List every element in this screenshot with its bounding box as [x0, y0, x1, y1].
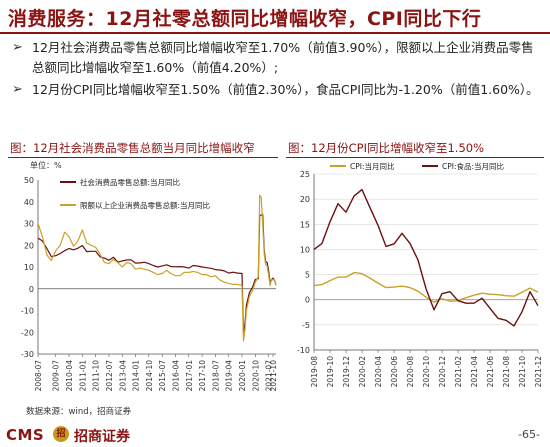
x-tick-label: 2008-07 [34, 360, 43, 392]
right-chart-title: 图：12月份CPI同比增幅收窄至1.50% [288, 141, 485, 155]
x-tick-label: 2021-10 [269, 360, 278, 392]
y-tick-label: 20 [300, 195, 310, 204]
x-tick-label: 2018-07 [211, 360, 220, 392]
page-number: -65- [518, 428, 540, 441]
x-tick-label: 2020-02 [358, 356, 367, 388]
x-tick-label: 2015-07 [158, 360, 167, 392]
bullet-text-retail: 12月社会消费品零售总额同比增幅收窄至1.70%（前值3.90%），限额以上企业… [32, 40, 534, 75]
y-tick-label: 10 [300, 245, 310, 254]
y-tick-label: 5 [305, 271, 310, 280]
x-tick-label: 2014-10 [145, 360, 154, 392]
y-tick-label: 20 [24, 241, 34, 250]
x-tick-label: 2014-01 [132, 360, 141, 392]
x-tick-label: 2020-06 [390, 356, 399, 388]
bullet-text-cpi: 12月份CPI同比增幅收窄至1.50%（前值2.30%），食品CPI同比为-1.… [32, 82, 539, 97]
x-tick-label: 2020-12 [438, 356, 447, 388]
bullet-item: ➢ 12月份CPI同比增幅收窄至1.50%（前值2.30%），食品CPI同比为-… [12, 80, 540, 100]
x-tick-label: 2010-04 [65, 360, 74, 392]
arrow-right-icon: ➢ [12, 40, 23, 55]
x-tick-label: 2011-01 [78, 360, 87, 392]
footer: CMS 招 招商证券 -65- [0, 426, 550, 447]
y-tick-label: 0 [29, 285, 34, 294]
x-tick-label: 2011-10 [92, 360, 101, 392]
x-tick-label: 2021-02 [454, 356, 463, 388]
x-tick-label: 2019-12 [342, 356, 351, 388]
x-tick-label: 2021-04 [470, 356, 479, 388]
data-source: 数据来源：wind，招商证券 [26, 407, 132, 417]
x-tick-label: 2016-04 [171, 360, 180, 392]
x-tick-label: 2019-04 [225, 360, 234, 392]
x-tick-label: 2017-01 [185, 360, 194, 392]
x-tick-label: 2020-08 [406, 356, 415, 388]
y-tick-label: 30 [24, 220, 34, 229]
x-tick-label: 2020-10 [422, 356, 431, 388]
y-tick-label: 10 [24, 263, 34, 272]
left-chart-title-rule [8, 157, 278, 158]
x-tick-label: 2019-08 [310, 356, 319, 388]
bullet-list: ➢ 12月社会消费品零售总额同比增幅收窄至1.70%（前值3.90%），限额以上… [12, 38, 540, 102]
legend-label: 限额以上企业消费品零售总额:当月同比 [80, 200, 211, 210]
x-tick-label: 2020-01 [238, 360, 247, 392]
x-tick-label: 2021-10 [518, 356, 527, 388]
y-tick-label: 25 [300, 170, 310, 179]
series-line-2 [37, 194, 277, 342]
legend-label: CPI:当月同比 [350, 161, 395, 171]
arrow-right-icon: ➢ [12, 82, 23, 97]
legend-label: CPI:食品:当月同比 [442, 161, 505, 171]
x-tick-label: 2013-04 [118, 360, 127, 392]
x-tick-label: 2021-06 [486, 356, 495, 388]
title-underline [0, 32, 550, 34]
retail-sales-chart: 单位：% -30 -20 -10 0 10 20 30 40 50 2008-07 2009-07 20… [21, 160, 278, 392]
y-tick-label: -20 [21, 328, 34, 337]
cpi-chart: -10 -5 0 5 10 15 20 25 2019-08 2019-10 2019-12 2020… [297, 161, 543, 388]
cms-logo-text: CMS [6, 426, 45, 444]
y-tick-label: -5 [302, 321, 310, 330]
y-tick-label: 0 [305, 296, 310, 305]
y-tick-label: -30 [21, 350, 34, 359]
slide-title: 消费服务：12月社零总额同比增幅收窄，CPI同比下行 [8, 8, 482, 30]
x-tick-label: 2021-08 [502, 356, 511, 388]
y-tick-label: 50 [24, 176, 34, 185]
y-tick-label: 15 [300, 220, 310, 229]
brand-name: 招商证券 [74, 429, 130, 445]
bullet-item: ➢ 12月社会消费品零售总额同比增幅收窄至1.70%（前值3.90%），限额以上… [12, 38, 540, 78]
x-tick-label: 2021-07 [265, 360, 274, 392]
series-line-1 [313, 271, 539, 303]
y-tick-label: 40 [24, 198, 34, 207]
left-chart-title: 图：12月社会消费品零售总额当月同比增幅收窄 [10, 141, 255, 155]
legend-label: 社会消费品零售总额:当月同比 [80, 177, 181, 187]
y-tick-label: -10 [297, 346, 310, 355]
x-tick-label: 2017-10 [198, 360, 207, 392]
x-tick-label: 2019-10 [326, 356, 335, 388]
series-line-2 [313, 188, 539, 327]
unit-label: 单位：% [30, 160, 62, 170]
x-tick-label: 2012-07 [105, 360, 114, 392]
x-tick-label: 2020-04 [374, 356, 383, 388]
y-tick-label: -10 [21, 307, 34, 316]
x-tick-label: 2021-12 [534, 356, 543, 388]
brand-logo-icon: 招 [53, 426, 69, 442]
x-tick-label: 2009-07 [52, 360, 61, 392]
right-chart-title-rule [286, 157, 544, 158]
x-tick-label: 2020-10 [251, 360, 260, 392]
